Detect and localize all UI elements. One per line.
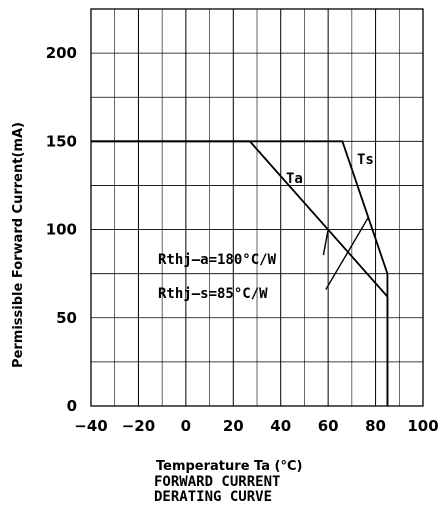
y-tick-label: 100 [46, 221, 77, 239]
annotation-leaders [322, 216, 370, 290]
caption-line-2: DERATING CURVE [154, 489, 272, 505]
x-tick-label: 20 [223, 417, 244, 435]
plot-frame [90, 8, 424, 407]
x-tick-label: 100 [407, 417, 438, 435]
series-label-ta: Ta [286, 171, 303, 187]
y-tick-label: 50 [56, 309, 77, 327]
series-label-ts: Ts [357, 152, 374, 168]
annotation-rthj-s: Rthj–s=85°C/W [158, 286, 268, 302]
x-tick-label: 60 [318, 417, 339, 435]
y-tick-label: 200 [46, 44, 77, 62]
series-line-ts [91, 140, 389, 406]
y-tick-label: 150 [46, 132, 77, 150]
x-tick-label: 40 [270, 417, 291, 435]
leader-rthj-a [322, 229, 329, 256]
x-tick-label: 80 [365, 417, 386, 435]
series-lines [91, 140, 389, 406]
annotation-rthj-a: Rthj–a=180°C/W [158, 252, 277, 268]
x-tick-label: 0 [181, 417, 191, 435]
y-axis-title: Permissible Forward Current(mA) [11, 122, 26, 368]
y-tick-label: 0 [67, 397, 77, 415]
leader-rthj-s [325, 216, 370, 290]
grid-lines [91, 9, 423, 406]
x-tick-label: −40 [74, 417, 107, 435]
x-axis-title: Temperature Ta (°C) [156, 459, 302, 474]
caption-line-1: FORWARD CURRENT [154, 474, 280, 490]
x-tick-label: −20 [122, 417, 155, 435]
x-tick-labels: −40 −20 0 20 40 60 80 100 [74, 417, 438, 435]
y-tick-labels: 0 50 100 150 200 [46, 44, 77, 415]
